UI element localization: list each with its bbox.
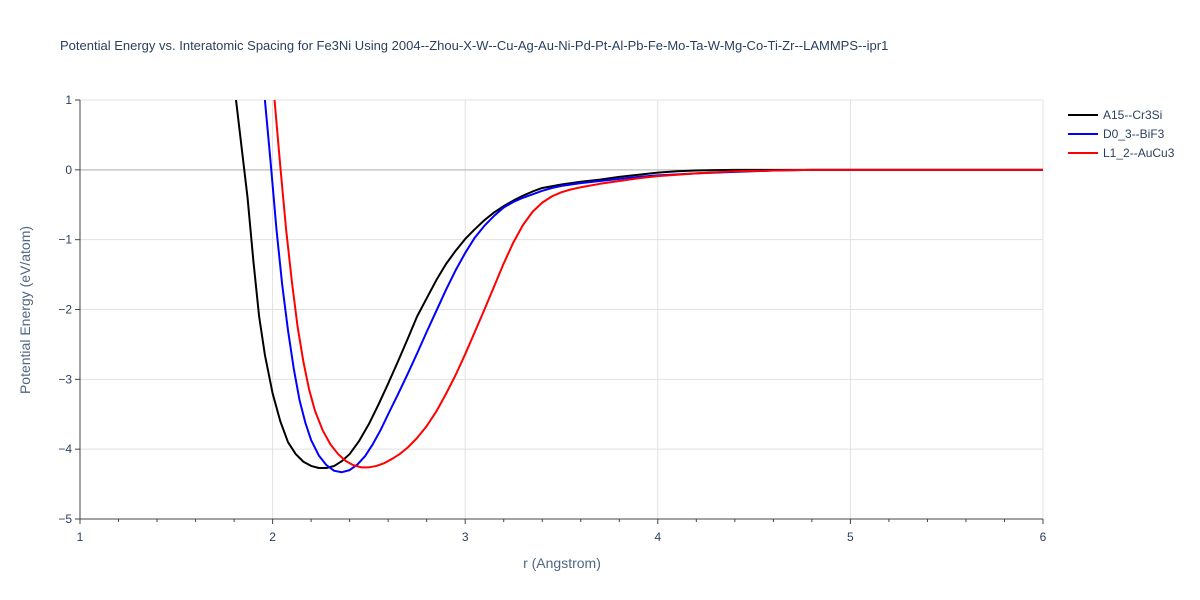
legend-item-2[interactable]: L1_2--AuCu3 xyxy=(1068,146,1175,160)
y-tick-label: −1 xyxy=(58,233,72,247)
legend-item-0[interactable]: A15--Cr3Si xyxy=(1068,108,1162,122)
chart-title: Potential Energy vs. Interatomic Spacing… xyxy=(60,38,888,53)
x-tick-label: 6 xyxy=(1040,530,1047,544)
legend-label: A15--Cr3Si xyxy=(1103,108,1162,122)
x-tick-label: 3 xyxy=(462,530,469,544)
y-tick-label: −5 xyxy=(58,512,72,526)
series-line-1[interactable] xyxy=(263,100,1043,474)
grid-layer xyxy=(80,99,1044,519)
legend-label: L1_2--AuCu3 xyxy=(1103,146,1175,160)
x-tick-label: 2 xyxy=(269,530,276,544)
series-line-0[interactable] xyxy=(235,100,1043,470)
y-tick-label: −4 xyxy=(58,442,72,456)
legend-label: D0_3--BiF3 xyxy=(1103,127,1165,141)
x-tick-label: 1 xyxy=(77,530,84,544)
axis-layer: 1 2 3 4 5 6 −5 −4 −3 −2 −1 0 1 xyxy=(58,93,1046,544)
x-axis-label: r (Angstrom) xyxy=(523,555,601,571)
x-tick-label: 5 xyxy=(847,530,854,544)
y-tick-label: −3 xyxy=(58,372,72,386)
x-tick-label: 4 xyxy=(654,530,661,544)
legend[interactable]: A15--Cr3Si D0_3--BiF3 L1_2--AuCu3 xyxy=(1068,108,1175,160)
series-line-2[interactable] xyxy=(273,100,1043,469)
y-tick-label: −2 xyxy=(58,303,72,317)
series-layer xyxy=(235,100,1043,474)
y-tick-label: 1 xyxy=(65,93,72,107)
legend-item-1[interactable]: D0_3--BiF3 xyxy=(1068,127,1165,141)
y-axis-label: Potential Energy (eV/atom) xyxy=(17,226,33,394)
y-tick-label: 0 xyxy=(65,163,72,177)
